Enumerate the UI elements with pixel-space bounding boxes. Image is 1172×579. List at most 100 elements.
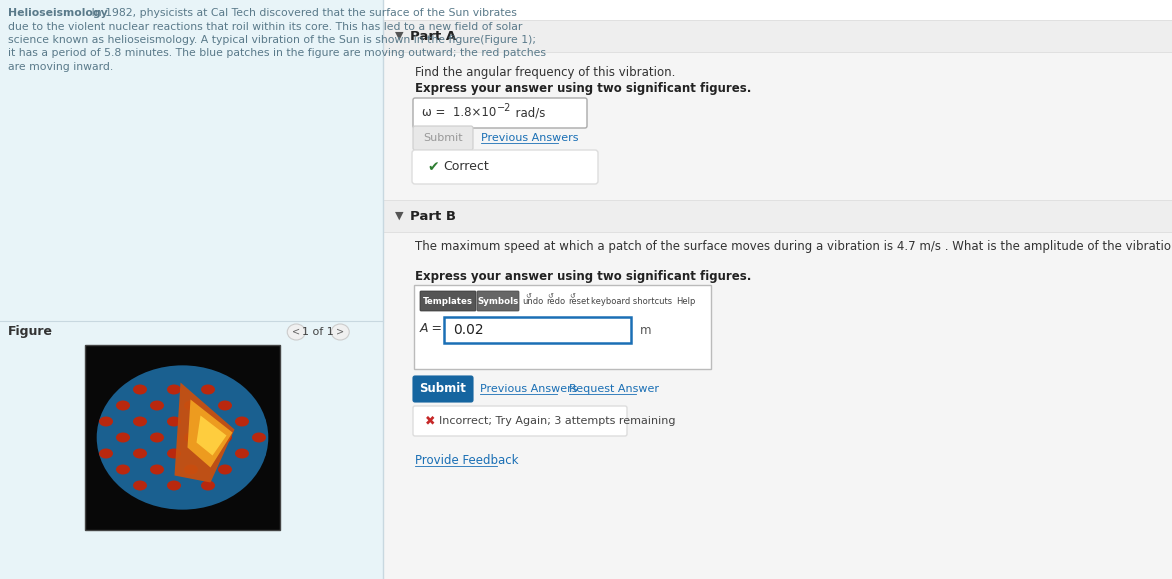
Polygon shape xyxy=(188,400,232,467)
Ellipse shape xyxy=(116,464,130,475)
Ellipse shape xyxy=(202,401,214,411)
Ellipse shape xyxy=(202,416,214,427)
Text: Provide Feedback: Provide Feedback xyxy=(415,454,518,467)
FancyBboxPatch shape xyxy=(413,98,587,128)
Text: science known as helioseismology. A typical vibration of the Sun is shown in the: science known as helioseismology. A typi… xyxy=(8,35,536,45)
FancyBboxPatch shape xyxy=(413,376,473,402)
Ellipse shape xyxy=(166,464,180,475)
Text: rad/s: rad/s xyxy=(507,107,545,119)
Ellipse shape xyxy=(150,481,164,490)
Text: ↺: ↺ xyxy=(525,293,531,299)
Ellipse shape xyxy=(150,401,164,411)
Text: Part B: Part B xyxy=(410,210,456,222)
Ellipse shape xyxy=(202,449,214,459)
Ellipse shape xyxy=(218,433,232,442)
FancyBboxPatch shape xyxy=(383,200,1172,579)
Text: ✖: ✖ xyxy=(425,415,436,427)
Ellipse shape xyxy=(184,433,198,442)
FancyBboxPatch shape xyxy=(383,0,1172,579)
Ellipse shape xyxy=(184,384,198,394)
Ellipse shape xyxy=(166,449,180,459)
Text: undo: undo xyxy=(523,296,544,306)
Polygon shape xyxy=(175,383,234,482)
Ellipse shape xyxy=(132,401,146,411)
Text: Express your answer using two significant figures.: Express your answer using two significan… xyxy=(415,270,751,283)
Ellipse shape xyxy=(166,384,180,394)
Ellipse shape xyxy=(236,449,248,459)
Text: Request Answer: Request Answer xyxy=(568,384,659,394)
Text: ↺: ↺ xyxy=(570,293,575,299)
Ellipse shape xyxy=(287,324,305,340)
Text: Previous Answers: Previous Answers xyxy=(481,384,578,394)
Text: In 1982, physicists at Cal Tech discovered that the surface of the Sun vibrates: In 1982, physicists at Cal Tech discover… xyxy=(88,8,517,18)
FancyBboxPatch shape xyxy=(420,291,476,311)
Ellipse shape xyxy=(236,464,248,475)
Text: are moving inward.: are moving inward. xyxy=(8,62,114,72)
FancyBboxPatch shape xyxy=(0,0,383,579)
Ellipse shape xyxy=(116,449,130,459)
Text: keyboard shortcuts: keyboard shortcuts xyxy=(592,296,673,306)
Text: Helioseismology: Helioseismology xyxy=(8,8,108,18)
Ellipse shape xyxy=(132,433,146,442)
Text: Express your answer using two significant figures.: Express your answer using two significan… xyxy=(415,82,751,95)
Text: Part A: Part A xyxy=(410,30,456,42)
Text: Templates: Templates xyxy=(423,296,473,306)
Text: −2: −2 xyxy=(497,103,511,113)
Text: ✔: ✔ xyxy=(427,160,438,174)
FancyBboxPatch shape xyxy=(383,20,1172,52)
Ellipse shape xyxy=(218,384,232,394)
Text: Previous Answers: Previous Answers xyxy=(481,133,579,143)
Text: m: m xyxy=(640,324,652,336)
Ellipse shape xyxy=(98,433,113,442)
FancyBboxPatch shape xyxy=(383,200,1172,232)
Ellipse shape xyxy=(202,433,214,442)
FancyBboxPatch shape xyxy=(444,317,631,343)
Text: Help: Help xyxy=(676,296,696,306)
Text: ω =  1.8×10: ω = 1.8×10 xyxy=(422,107,496,119)
Text: The maximum speed at which a patch of the surface moves during a vibration is 4.: The maximum speed at which a patch of th… xyxy=(415,240,1172,253)
Ellipse shape xyxy=(132,384,146,394)
Text: <: < xyxy=(292,327,300,337)
Ellipse shape xyxy=(218,464,232,475)
Ellipse shape xyxy=(132,481,146,490)
Ellipse shape xyxy=(132,449,146,459)
Text: A =: A = xyxy=(420,323,443,335)
Ellipse shape xyxy=(252,449,266,459)
Ellipse shape xyxy=(218,416,232,427)
Text: redo: redo xyxy=(546,296,566,306)
Text: Find the angular frequency of this vibration.: Find the angular frequency of this vibra… xyxy=(415,66,675,79)
FancyBboxPatch shape xyxy=(413,406,627,436)
Ellipse shape xyxy=(236,433,248,442)
Ellipse shape xyxy=(166,416,180,427)
Ellipse shape xyxy=(150,433,164,442)
Ellipse shape xyxy=(116,401,130,411)
FancyBboxPatch shape xyxy=(413,126,473,150)
Text: Submit: Submit xyxy=(423,133,463,143)
FancyBboxPatch shape xyxy=(414,285,711,369)
Ellipse shape xyxy=(116,416,130,427)
Ellipse shape xyxy=(132,416,146,427)
Ellipse shape xyxy=(150,416,164,427)
Ellipse shape xyxy=(116,433,130,442)
Text: 0.02: 0.02 xyxy=(454,323,484,337)
FancyBboxPatch shape xyxy=(86,345,280,530)
Ellipse shape xyxy=(97,365,268,510)
Ellipse shape xyxy=(236,416,248,427)
Text: ▼: ▼ xyxy=(395,31,403,41)
FancyBboxPatch shape xyxy=(413,150,598,184)
Text: 1 of 1: 1 of 1 xyxy=(302,327,334,337)
Ellipse shape xyxy=(252,433,266,442)
Text: >: > xyxy=(336,327,345,337)
Polygon shape xyxy=(197,416,226,456)
Text: Figure: Figure xyxy=(8,325,53,338)
Ellipse shape xyxy=(252,416,266,427)
Ellipse shape xyxy=(202,464,214,475)
Ellipse shape xyxy=(184,416,198,427)
Text: Submit: Submit xyxy=(420,383,466,395)
Ellipse shape xyxy=(98,449,113,459)
Ellipse shape xyxy=(218,481,232,490)
Text: Correct: Correct xyxy=(443,160,489,174)
FancyBboxPatch shape xyxy=(383,20,1172,205)
FancyBboxPatch shape xyxy=(477,291,519,311)
Ellipse shape xyxy=(236,401,248,411)
